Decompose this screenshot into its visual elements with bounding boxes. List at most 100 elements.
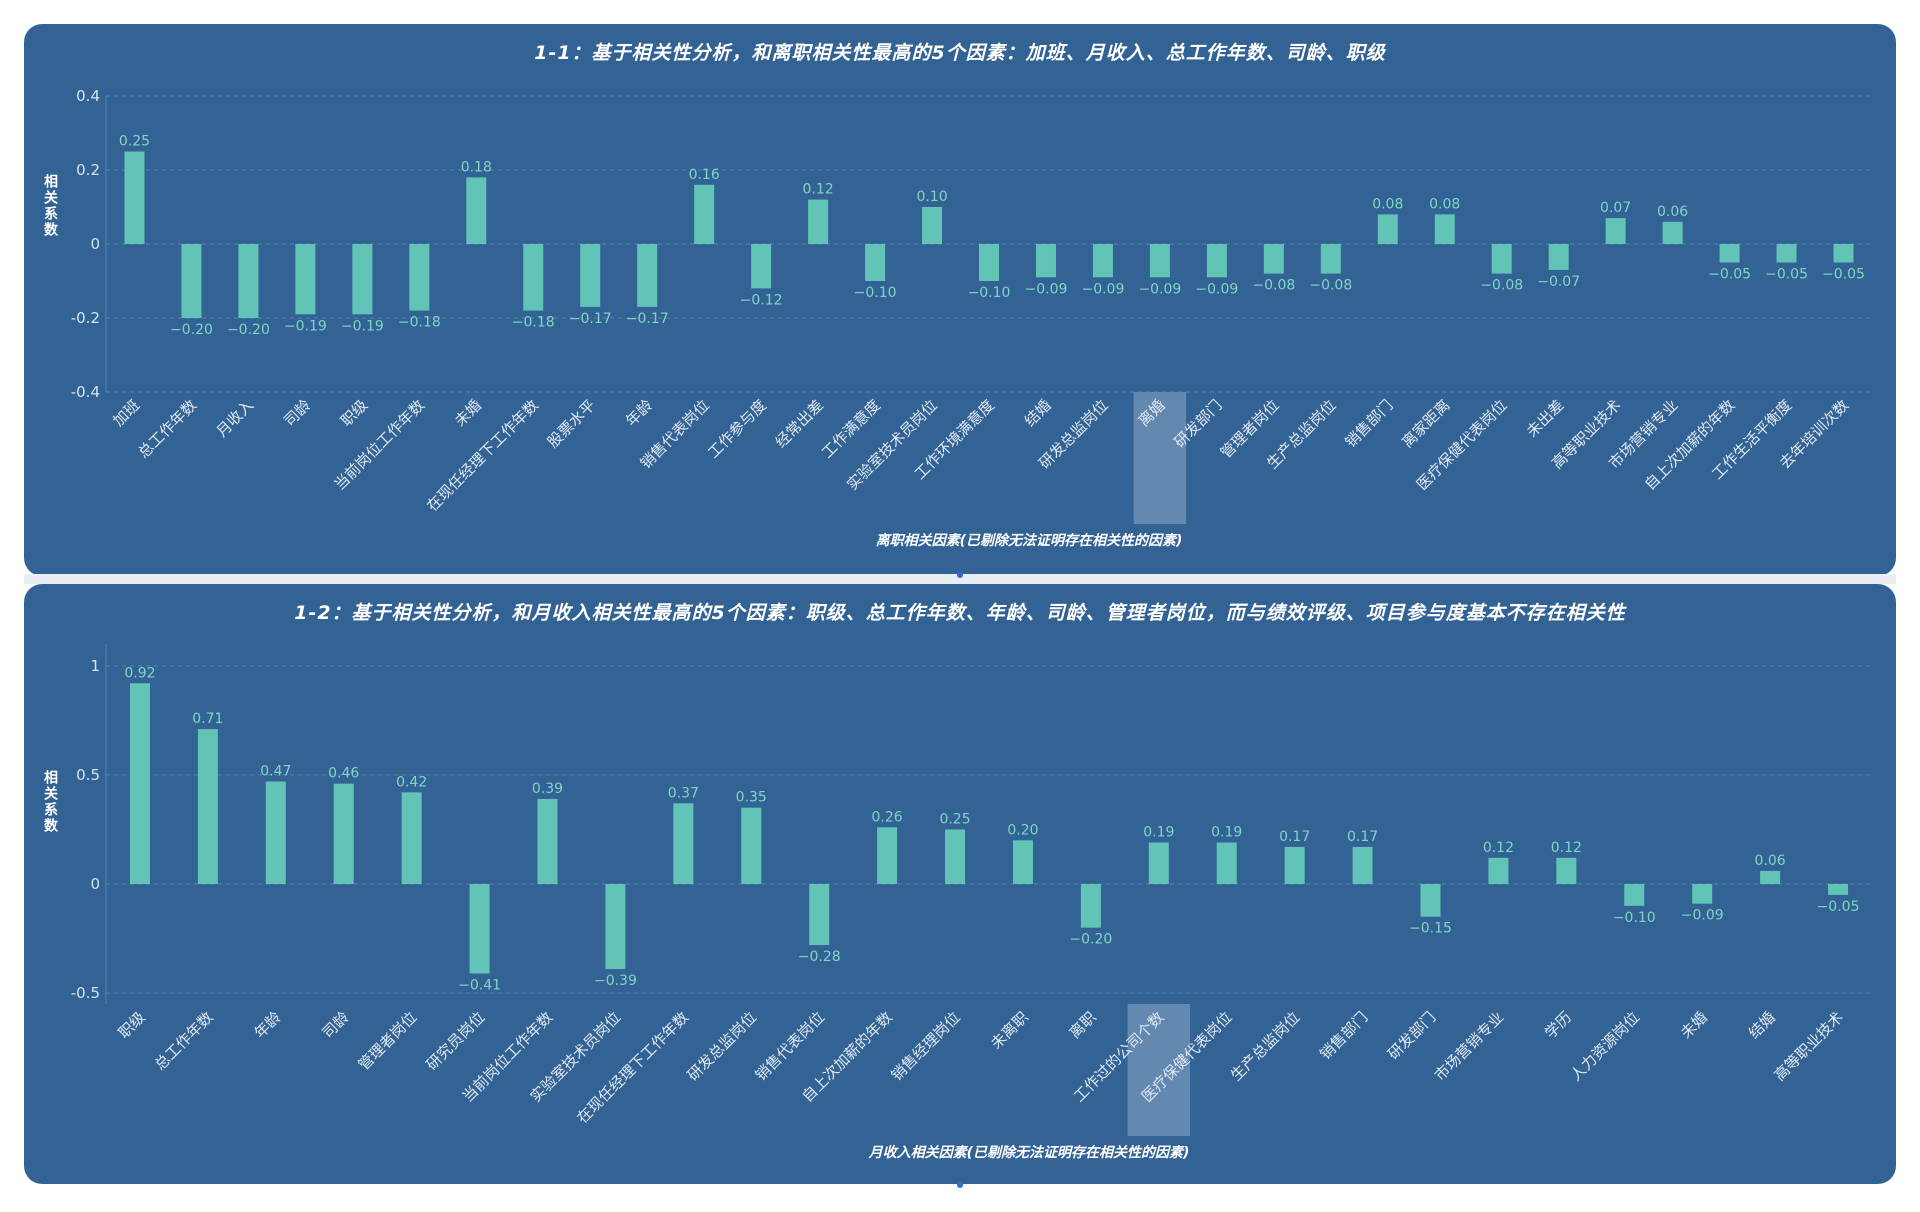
bar bbox=[580, 244, 601, 307]
bar bbox=[1284, 846, 1305, 884]
data-label: −0.28 bbox=[798, 949, 841, 965]
data-label: −0.39 bbox=[594, 973, 637, 989]
data-label: −0.08 bbox=[1480, 278, 1523, 294]
bar bbox=[1434, 214, 1455, 244]
x-tick-label: 职级 bbox=[337, 396, 371, 430]
data-label: −0.05 bbox=[1708, 267, 1751, 283]
data-label: 0.10 bbox=[916, 189, 947, 205]
bar bbox=[1488, 857, 1509, 884]
bar bbox=[1206, 244, 1227, 278]
data-label: −0.19 bbox=[284, 318, 327, 334]
resize-handle[interactable] bbox=[957, 1182, 963, 1188]
data-label: 0.42 bbox=[396, 774, 427, 790]
x-tick-label: 学历 bbox=[1541, 1008, 1575, 1042]
bar bbox=[1605, 218, 1626, 244]
bar bbox=[1828, 884, 1849, 895]
data-label: 0.39 bbox=[532, 781, 563, 797]
data-label: 0.07 bbox=[1600, 200, 1631, 216]
data-label: −0.09 bbox=[1681, 908, 1724, 924]
x-tick-label: 人力资源岗位 bbox=[1567, 1008, 1643, 1084]
data-label: −0.07 bbox=[1537, 274, 1580, 290]
x-tick-label: 研发部门 bbox=[1384, 1008, 1439, 1063]
bar bbox=[181, 244, 202, 318]
x-tick-label: 在现任经理下工作年数 bbox=[573, 1008, 692, 1127]
y-tick-label: -0.4 bbox=[71, 383, 100, 401]
x-tick-label: 销售部门 bbox=[1341, 396, 1396, 451]
bar bbox=[1216, 842, 1237, 884]
bar bbox=[523, 244, 544, 311]
chart-panel-attrition: 1-1：基于相关性分析，和离职相关性最高的5个因素：加班、月收入、总工作年数、司… bbox=[24, 24, 1896, 576]
bar bbox=[1080, 884, 1101, 928]
bar bbox=[1692, 884, 1713, 904]
bar bbox=[741, 807, 762, 884]
bar bbox=[605, 884, 626, 970]
x-tick-label: 年龄 bbox=[251, 1008, 285, 1042]
data-label: −0.10 bbox=[854, 285, 897, 301]
data-label: −0.10 bbox=[968, 285, 1011, 301]
data-label: 0.35 bbox=[736, 790, 767, 806]
chart-title: 1-2：基于相关性分析，和月收入相关性最高的5个因素：职级、总工作年数、年龄、司… bbox=[294, 602, 1626, 624]
resize-handle[interactable] bbox=[957, 572, 963, 578]
data-label: −0.19 bbox=[341, 318, 384, 334]
bar bbox=[809, 884, 830, 946]
data-label: −0.20 bbox=[170, 322, 213, 338]
data-label: −0.09 bbox=[1138, 281, 1181, 297]
y-tick-label: -0.5 bbox=[71, 984, 100, 1002]
x-tick-label: 月收入 bbox=[213, 396, 258, 441]
x-tick-label: 销售经理岗位 bbox=[887, 1008, 963, 1084]
y-tick-label: 0 bbox=[90, 235, 100, 253]
x-tick-label: 市场营销专业 bbox=[1431, 1008, 1507, 1084]
x-tick-label: 结婚 bbox=[1745, 1008, 1779, 1042]
data-label: 0.47 bbox=[260, 763, 291, 779]
bar bbox=[1092, 244, 1113, 278]
x-tick-label: 加班 bbox=[109, 396, 143, 430]
data-label: 0.08 bbox=[1429, 196, 1460, 212]
bar bbox=[1833, 244, 1854, 263]
data-label: 0.06 bbox=[1657, 204, 1688, 220]
x-tick-label: 未出差 bbox=[1523, 396, 1568, 441]
data-label: −0.15 bbox=[1409, 921, 1452, 937]
data-label: 0.92 bbox=[124, 665, 155, 681]
data-label: 0.12 bbox=[1483, 840, 1514, 856]
data-label: −0.05 bbox=[1765, 267, 1808, 283]
data-label: 0.26 bbox=[872, 809, 903, 825]
bar bbox=[808, 199, 829, 244]
chart-title: 1-1：基于相关性分析，和离职相关性最高的5个因素：加班、月收入、总工作年数、司… bbox=[534, 42, 1386, 64]
y-axis-title: 相关系数 bbox=[42, 769, 58, 834]
data-label: 0.06 bbox=[1755, 853, 1786, 869]
data-label: −0.17 bbox=[569, 311, 612, 327]
panel-divider bbox=[24, 574, 1896, 584]
bar bbox=[129, 683, 150, 884]
data-label: 0.19 bbox=[1211, 825, 1242, 841]
bar bbox=[537, 798, 558, 884]
x-tick-label: 生产总监岗位 bbox=[1227, 1008, 1303, 1084]
bar bbox=[1148, 842, 1169, 884]
data-label: −0.20 bbox=[1069, 932, 1112, 948]
attrition-correlation-chart: -0.4 -0.2 0 0.2 0.4 0.25 加班 −0.20 总工作年数 −0.20 月收入 −… bbox=[42, 87, 1872, 549]
data-label: −0.05 bbox=[1822, 267, 1865, 283]
bar bbox=[1760, 870, 1781, 884]
data-label: −0.09 bbox=[1081, 281, 1124, 297]
bar bbox=[1149, 244, 1170, 278]
bar bbox=[469, 884, 490, 974]
data-label: −0.10 bbox=[1613, 910, 1656, 926]
data-label: −0.18 bbox=[512, 315, 555, 331]
data-label: −0.41 bbox=[458, 977, 501, 993]
x-tick-label: 在现任经理下工作年数 bbox=[423, 396, 542, 515]
bar bbox=[1352, 846, 1373, 884]
x-tick-label: 总工作年数 bbox=[135, 396, 201, 462]
bar bbox=[352, 244, 373, 315]
x-tick-label: 职级 bbox=[115, 1008, 149, 1042]
data-label: 0.12 bbox=[1551, 840, 1582, 856]
x-tick-label: 股票水平 bbox=[544, 396, 599, 451]
bar bbox=[979, 244, 999, 281]
x-tick-label: 销售代表岗位 bbox=[752, 1008, 828, 1084]
data-label: −0.20 bbox=[227, 322, 270, 338]
data-label: −0.18 bbox=[398, 315, 441, 331]
bar bbox=[1548, 244, 1569, 270]
bar bbox=[694, 184, 715, 244]
data-label: 0.46 bbox=[328, 766, 359, 782]
bar bbox=[265, 781, 286, 884]
y-tick-label: -0.2 bbox=[71, 309, 100, 327]
data-label: 0.19 bbox=[1143, 825, 1174, 841]
